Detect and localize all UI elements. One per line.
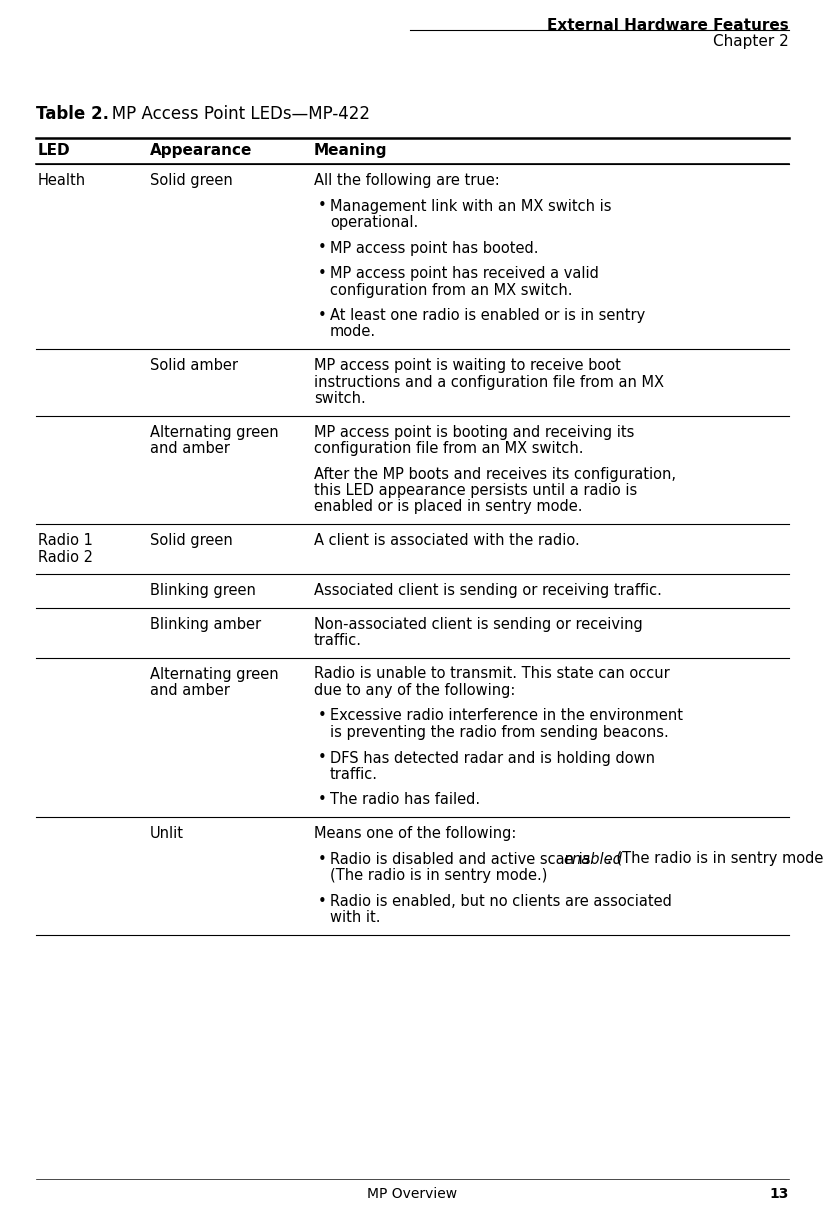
Text: Associated client is sending or receiving traffic.: Associated client is sending or receivin… xyxy=(314,583,662,598)
Text: configuration file from an MX switch.: configuration file from an MX switch. xyxy=(314,441,583,456)
Text: Management link with an MX switch is: Management link with an MX switch is xyxy=(330,198,611,213)
Text: Blinking amber: Blinking amber xyxy=(150,617,262,632)
Text: Radio 2: Radio 2 xyxy=(38,550,93,565)
Text: Excessive radio interference in the environment: Excessive radio interference in the envi… xyxy=(330,708,683,723)
Text: MP access point has received a valid: MP access point has received a valid xyxy=(330,267,599,281)
Text: MP Overview: MP Overview xyxy=(367,1187,458,1201)
Text: LED: LED xyxy=(38,144,71,158)
Text: •: • xyxy=(318,708,327,723)
Text: Radio 1: Radio 1 xyxy=(38,533,93,548)
Text: enabled: enabled xyxy=(563,852,622,867)
Text: MP Access Point LEDs—MP-422: MP Access Point LEDs—MP-422 xyxy=(96,105,370,123)
Text: Means one of the following:: Means one of the following: xyxy=(314,826,516,841)
Text: MP access point is waiting to receive boot: MP access point is waiting to receive bo… xyxy=(314,358,621,372)
Text: traffic.: traffic. xyxy=(314,633,362,647)
Text: with it.: with it. xyxy=(330,910,380,925)
Text: Radio is unable to transmit. This state can occur: Radio is unable to transmit. This state … xyxy=(314,667,670,682)
Text: MP access point is booting and receiving its: MP access point is booting and receiving… xyxy=(314,425,634,439)
Text: and amber: and amber xyxy=(150,683,230,699)
Text: Solid green: Solid green xyxy=(150,533,233,548)
Text: All the following are true:: All the following are true: xyxy=(314,173,500,187)
Text: •: • xyxy=(318,792,327,808)
Text: •: • xyxy=(318,308,327,323)
Text: is preventing the radio from sending beacons.: is preventing the radio from sending bea… xyxy=(330,725,669,740)
Text: configuration from an MX switch.: configuration from an MX switch. xyxy=(330,282,573,297)
Text: DFS has detected radar and is holding down: DFS has detected radar and is holding do… xyxy=(330,751,655,765)
Text: instructions and a configuration file from an MX: instructions and a configuration file fr… xyxy=(314,375,664,389)
Text: •: • xyxy=(318,751,327,765)
Text: •: • xyxy=(318,852,327,867)
Text: Table 2.: Table 2. xyxy=(36,105,109,123)
Text: Alternating green: Alternating green xyxy=(150,667,279,682)
Text: •: • xyxy=(318,198,327,213)
Text: Radio is disabled and active scan is: Radio is disabled and active scan is xyxy=(330,852,595,867)
Text: •: • xyxy=(318,241,327,256)
Text: mode.: mode. xyxy=(330,325,376,340)
Text: Non-associated client is sending or receiving: Non-associated client is sending or rece… xyxy=(314,617,643,632)
Text: this LED appearance persists until a radio is: this LED appearance persists until a rad… xyxy=(314,483,637,498)
Text: At least one radio is enabled or is in sentry: At least one radio is enabled or is in s… xyxy=(330,308,645,323)
Text: (The radio is in sentry mode.): (The radio is in sentry mode.) xyxy=(330,868,547,884)
Text: Unlit: Unlit xyxy=(150,826,184,841)
Text: Blinking green: Blinking green xyxy=(150,583,256,598)
Text: MP access point has booted.: MP access point has booted. xyxy=(330,241,539,256)
Text: •: • xyxy=(318,267,327,281)
Text: After the MP boots and receives its configuration,: After the MP boots and receives its conf… xyxy=(314,466,676,482)
Text: Alternating green: Alternating green xyxy=(150,425,279,439)
Text: Radio is enabled, but no clients are associated: Radio is enabled, but no clients are ass… xyxy=(330,893,672,909)
Text: A client is associated with the radio.: A client is associated with the radio. xyxy=(314,533,580,548)
Text: operational.: operational. xyxy=(330,215,418,230)
Text: •: • xyxy=(318,893,327,909)
Text: due to any of the following:: due to any of the following: xyxy=(314,683,516,699)
Text: The radio has failed.: The radio has failed. xyxy=(330,792,480,808)
Text: enabled or is placed in sentry mode.: enabled or is placed in sentry mode. xyxy=(314,499,582,515)
Text: traffic.: traffic. xyxy=(330,767,378,783)
Text: Appearance: Appearance xyxy=(150,144,252,158)
Text: External Hardware Features: External Hardware Features xyxy=(547,18,789,33)
Text: Solid amber: Solid amber xyxy=(150,358,238,372)
Text: switch.: switch. xyxy=(314,391,365,406)
Text: and amber: and amber xyxy=(150,441,230,456)
Text: Health: Health xyxy=(38,173,86,187)
Text: Meaning: Meaning xyxy=(314,144,388,158)
Text: . (The radio is in sentry mode.): . (The radio is in sentry mode.) xyxy=(607,852,825,867)
Text: Chapter 2: Chapter 2 xyxy=(714,34,789,49)
Text: 13: 13 xyxy=(770,1187,789,1201)
Text: Solid green: Solid green xyxy=(150,173,233,187)
